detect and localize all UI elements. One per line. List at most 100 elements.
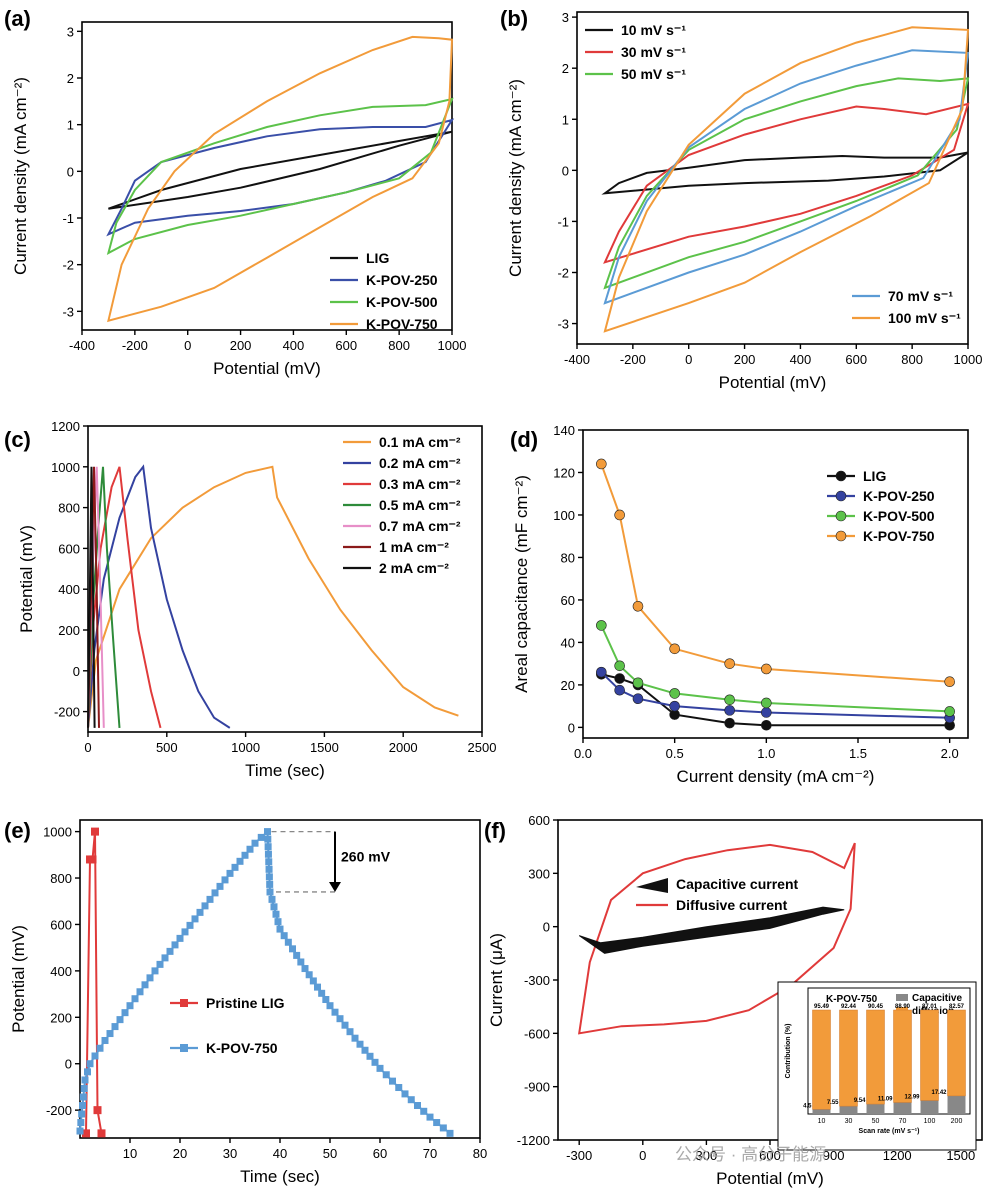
y-tick-label: 100 (553, 508, 575, 523)
series-point (241, 851, 249, 859)
series-point (395, 1084, 403, 1092)
x-tick-label: 40 (273, 1146, 287, 1161)
series-point (426, 1113, 434, 1121)
series-point (265, 873, 273, 881)
series-point (309, 977, 317, 985)
series-point (176, 934, 184, 942)
series-point (79, 1093, 87, 1101)
series-point (106, 1030, 114, 1038)
y-tick-label: -2 (557, 265, 569, 280)
y-tick-label: 300 (528, 866, 550, 881)
panel-d: 0.0 0.5 1.0 1.5 2.0 0 20 40 60 80 100 120 140 Current… (510, 423, 969, 786)
inset-title: K-POV-750 (826, 994, 878, 1005)
legend-label: 2 mA cm⁻² (379, 560, 449, 576)
series-point (231, 863, 239, 871)
y-tick-label: -200 (54, 705, 80, 720)
series-point (171, 941, 179, 949)
series-point (86, 1060, 94, 1068)
legend-label: 100 mV s⁻¹ (888, 310, 961, 326)
inset-bar-diffusion (866, 1009, 885, 1105)
plot-frame-b (576, 11, 969, 345)
series-point (596, 458, 607, 470)
series-point (614, 509, 625, 521)
series-point (93, 1106, 102, 1115)
inset-bar-diffusion (893, 1009, 912, 1103)
watermark-text: 公众号 · 高分子能源 (675, 1145, 826, 1164)
inset-bar-chart: K-POV-750Capacitivediffusion95.494.51092… (777, 981, 977, 1151)
inset-x-tick: 70 (899, 1118, 907, 1125)
series-point (289, 945, 296, 953)
series-point (944, 706, 955, 717)
y-tick-label: 1 (562, 112, 569, 127)
y-axis-label: Current density (mA cm⁻²) (506, 79, 525, 277)
y-axis-label: Current (μA) (487, 933, 506, 1027)
y-tick-label: 0 (65, 1057, 72, 1072)
x-axis-label: Current density (mA cm⁻²) (677, 767, 875, 786)
series-point (221, 876, 229, 884)
inset-frame (807, 987, 971, 1115)
x-tick-label: 2500 (468, 740, 497, 755)
legend-label: K-POV-500 (366, 294, 438, 310)
y-tick-label: 0 (67, 164, 74, 179)
series-point (96, 1044, 104, 1052)
series-point (314, 983, 321, 991)
series-point (236, 857, 244, 865)
legend-label: LIG (863, 468, 886, 484)
inset-data-label: 95.49 (814, 1004, 830, 1010)
panel-a: -400 -200 0 200 400 600 800 1000 -3 -2 -1 0 1 2 3 Poten… (4, 6, 466, 378)
series-point (331, 1008, 339, 1016)
legend-marker (180, 999, 188, 1007)
inset-y-label: Contribution (%) (785, 1024, 792, 1079)
y-tick-label: 120 (553, 465, 575, 480)
series-point (76, 1127, 84, 1135)
series-point (79, 1102, 86, 1110)
series-point (126, 1002, 134, 1010)
series-point (266, 888, 274, 896)
series-line-2 (106, 97, 454, 255)
inset-x-tick: 50 (872, 1118, 880, 1125)
y-tick-label: 200 (58, 623, 80, 638)
x-tick-label: -200 (122, 338, 148, 353)
inset-legend-swatch (896, 994, 908, 1001)
series-point (91, 827, 99, 836)
x-axis-label: Time (sec) (240, 1167, 320, 1186)
plot-frame-e (79, 819, 481, 1139)
series-point (264, 850, 272, 858)
series-point (136, 988, 144, 996)
series-line-3 (107, 35, 454, 323)
series-point (116, 1016, 124, 1024)
x-tick-label: 600 (335, 338, 357, 353)
y-tick-label: -3 (62, 304, 74, 319)
x-axis-label: Potential (mV) (719, 373, 827, 392)
series-point (376, 1064, 384, 1072)
legend-label: LIG (366, 250, 389, 266)
inset-legend-label: Capacitive (912, 993, 962, 1004)
x-tick-label: 200 (230, 338, 252, 353)
series-point (265, 865, 273, 873)
x-tick-label: 70 (423, 1146, 437, 1161)
series-point (82, 1129, 90, 1138)
panel-c: 0 500 1000 1500 2000 2500 -200 0 200 400 600 800 100… (4, 419, 496, 780)
annotation-text: 260 mV (341, 849, 391, 865)
legend-swatch-capacitive (636, 878, 668, 893)
series-point (382, 1071, 390, 1079)
inset-bar-diffusion (920, 1009, 939, 1101)
series-point (276, 925, 284, 933)
legend-marker (180, 1044, 188, 1052)
series-point (196, 908, 204, 916)
legend-label: 0.5 mA cm⁻² (379, 497, 461, 513)
y-tick-label: 1000 (43, 825, 72, 840)
series-point (301, 965, 309, 973)
x-tick-label: 0.0 (574, 746, 592, 761)
legend-marker (835, 510, 847, 522)
plot-frame-c (87, 425, 483, 733)
legend-label: 0.1 mA cm⁻² (379, 434, 461, 450)
x-tick-label: -300 (566, 1148, 592, 1163)
legend-label: 0.2 mA cm⁻² (379, 455, 461, 471)
legend-label: K-POV-750 (863, 528, 935, 544)
x-tick-label: 400 (283, 338, 305, 353)
x-tick-label: 1000 (231, 740, 260, 755)
x-tick-label: 2000 (389, 740, 418, 755)
y-axis-label: Potential (mV) (9, 925, 28, 1033)
x-tick-label: 50 (323, 1146, 337, 1161)
